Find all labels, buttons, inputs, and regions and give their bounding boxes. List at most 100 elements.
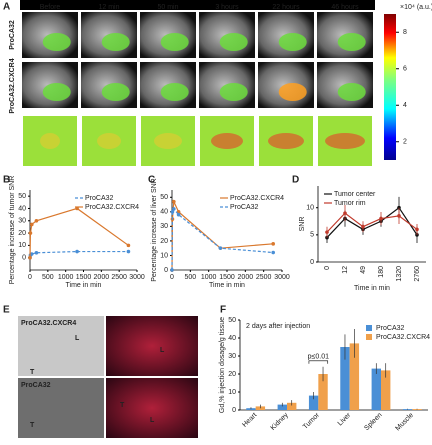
image-title: ProCA32: [21, 382, 51, 389]
data-point: [218, 246, 223, 250]
zoom-hot: [154, 133, 182, 149]
data-point: [325, 230, 329, 234]
x-tick-label: 12: [342, 266, 349, 274]
data-point: [361, 224, 365, 229]
panel-label: F: [220, 305, 226, 316]
data-point: [343, 211, 347, 215]
legend-label: ProCA32: [85, 195, 114, 202]
data-line: [326, 212, 418, 233]
annotation: p≤0.01: [308, 354, 329, 361]
image-strip-bg: [20, 0, 375, 10]
panel-label: A: [3, 2, 10, 13]
y-tick-label: 20: [160, 238, 168, 245]
region-label: T: [120, 402, 125, 409]
y-tick-label: 10: [18, 242, 26, 249]
row-label: ProCA32.CXCR4: [9, 58, 16, 113]
panel-label: B: [3, 175, 10, 186]
y-tick-label: 40: [160, 209, 168, 216]
contrast-overlay: [219, 83, 248, 101]
time-label: Before: [40, 4, 61, 11]
data-line: [29, 207, 129, 258]
region-label: T: [30, 369, 35, 376]
data-point: [28, 255, 32, 260]
fluorescence-image: [106, 316, 198, 376]
data-point: [29, 252, 34, 256]
y-tick-label: 0: [232, 407, 236, 414]
data-point: [170, 268, 174, 272]
x-tick-label: 2760: [414, 266, 421, 282]
bar: [287, 402, 297, 410]
panel-label: C: [148, 175, 155, 186]
region-label: L: [150, 417, 155, 424]
y-tick-label: 30: [160, 223, 168, 230]
time-label: 46 hours: [331, 4, 359, 11]
x-tick-label: 500: [42, 274, 54, 281]
zoom-hot: [268, 133, 304, 149]
region-label: T: [30, 422, 35, 429]
y-tick-label: 5: [310, 232, 314, 239]
x-tick-label: 180: [378, 266, 385, 278]
contrast-overlay: [42, 83, 71, 101]
x-tick-label: 3000: [274, 274, 290, 281]
x-axis-label: Time in min: [209, 282, 245, 289]
x-tick-label: 2500: [256, 274, 272, 281]
data-line: [171, 207, 274, 271]
x-tick-label: Liver: [337, 411, 353, 427]
y-axis-label: Percentage increase of liver SNR: [151, 178, 158, 282]
colorbar-tick-label: 6: [403, 66, 407, 73]
x-tick-label: 0: [28, 274, 32, 281]
data-point: [126, 249, 131, 254]
colorbar-tick-label: 8: [403, 29, 407, 36]
y-tick-label: 40: [228, 335, 236, 342]
y-axis-label: Gd,% injection dosage/g tissue: [219, 317, 226, 413]
y-axis-label: SNR: [299, 217, 306, 232]
contrast-overlay: [42, 33, 71, 51]
x-tick-label: 1000: [201, 274, 217, 281]
x-tick-label: 49: [360, 266, 367, 274]
bar: [277, 404, 287, 410]
data-point: [126, 243, 131, 248]
bar: [318, 374, 328, 410]
y-tick-label: 50: [228, 317, 236, 324]
panel-label: D: [292, 175, 299, 186]
data-point: [34, 218, 39, 223]
x-tick-label: 3000: [129, 274, 145, 281]
data-point: [172, 207, 176, 211]
histology-image: [18, 316, 104, 376]
data-point: [397, 214, 401, 218]
image-title: ProCA32.CXCR4: [21, 320, 76, 327]
data-point: [170, 210, 175, 214]
data-line: [29, 250, 129, 258]
y-tick-label: 10: [306, 205, 314, 212]
colorbar: [384, 14, 396, 160]
x-tick-label: 2500: [111, 274, 127, 281]
y-tick-label: 40: [18, 205, 26, 212]
data-point: [34, 250, 39, 255]
legend-label: Tumor rim: [334, 200, 366, 207]
contrast-overlay: [337, 33, 366, 51]
y-tick-label: 30: [18, 218, 26, 225]
legend-label: ProCA32.CXCR4: [230, 195, 284, 202]
x-tick-label: 500: [184, 274, 196, 281]
zoom-hot: [325, 133, 365, 149]
x-tick-label: 0: [170, 274, 174, 281]
contrast-overlay: [278, 33, 307, 51]
contrast-overlay: [219, 33, 248, 51]
legend-swatch: [366, 334, 372, 340]
chart-title: 2 days after injection: [246, 323, 310, 330]
y-tick-label: 0: [22, 255, 26, 262]
panel-label: E: [3, 305, 10, 316]
data-point: [75, 249, 79, 254]
bar: [371, 368, 381, 410]
contrast-overlay: [337, 83, 366, 101]
y-tick-label: 20: [18, 230, 26, 237]
time-label: 3 hours: [215, 4, 239, 11]
legend-label: ProCA32: [376, 325, 405, 332]
y-tick-label: 0: [164, 267, 168, 274]
data-point: [379, 216, 383, 221]
y-tick-label: 10: [160, 252, 168, 259]
bar: [349, 343, 360, 410]
zoom-hot: [211, 133, 243, 149]
contrast-overlay: [101, 33, 130, 51]
data-point: [271, 242, 276, 246]
